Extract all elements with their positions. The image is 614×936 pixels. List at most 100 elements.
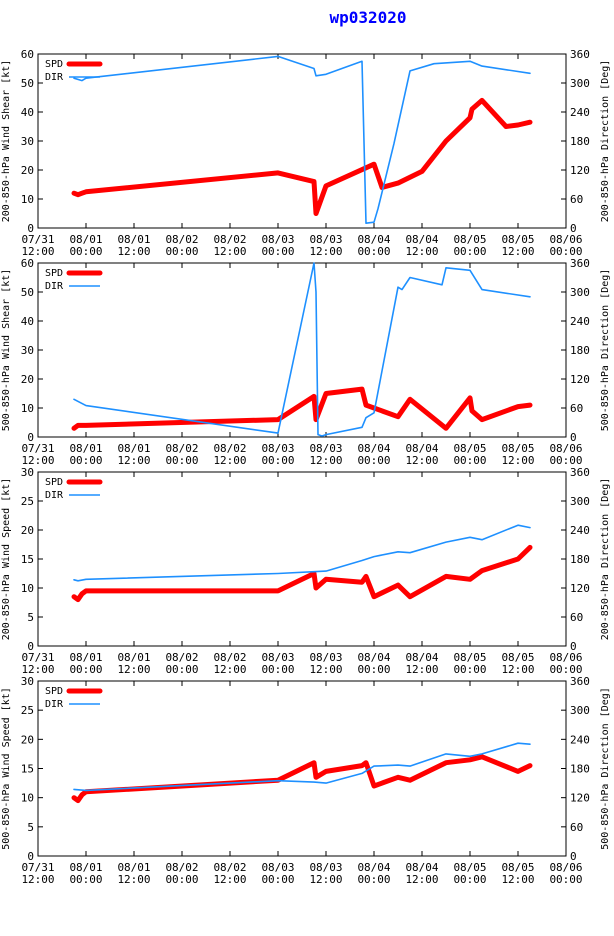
y-right-axis-label: 200-850-hPa Direction [Deg] [600, 60, 611, 223]
x-tick-label-date: 08/05 [453, 651, 486, 664]
x-tick-label-date: 08/03 [309, 442, 342, 455]
x-tick-label-time: 00:00 [549, 873, 582, 886]
spd-series-line [71, 97, 533, 216]
x-tick-label-date: 08/05 [501, 861, 534, 874]
x-tick-label-date: 08/04 [405, 233, 438, 246]
x-tick-label-time: 12:00 [405, 873, 438, 886]
spd-series-line [71, 754, 533, 804]
x-tick-label-date: 08/01 [69, 442, 102, 455]
x-tick-label-date: 08/06 [549, 442, 582, 455]
x-tick-label-time: 12:00 [117, 663, 150, 676]
x-tick-label-date: 08/03 [309, 651, 342, 664]
y-left-axis-label: 500-850-hPa Wind Shear [kt] [1, 269, 12, 432]
x-tick-label-time: 00:00 [69, 873, 102, 886]
x-tick-label-time: 12:00 [309, 245, 342, 258]
y-left-tick-label: 0 [27, 431, 34, 444]
y-left-axis-label: 200-850-hPa Wind Speed [kt] [1, 478, 12, 641]
y-left-tick-label: 30 [21, 344, 34, 357]
dir-series-line [73, 55, 531, 224]
x-tick-label-date: 08/04 [405, 442, 438, 455]
y-right-tick-label: 180 [570, 553, 590, 566]
y-left-tick-label: 20 [21, 373, 34, 386]
spd-series-line [71, 544, 533, 603]
x-tick-label-time: 00:00 [357, 454, 390, 467]
x-tick-label-date: 08/06 [549, 651, 582, 664]
y-right-tick-label: 120 [570, 164, 590, 177]
x-tick-label-time: 00:00 [165, 663, 198, 676]
x-tick-label-date: 08/03 [261, 861, 294, 874]
y-right-tick-label: 360 [570, 675, 590, 688]
x-tick-label-time: 00:00 [69, 245, 102, 258]
y-right-tick-label: 0 [570, 222, 577, 235]
y-left-tick-label: 15 [21, 553, 34, 566]
x-tick-label-date: 08/02 [165, 651, 198, 664]
x-tick-label-time: 12:00 [405, 663, 438, 676]
x-tick-label-date: 08/01 [69, 861, 102, 874]
legend-dir-label: DIR [45, 281, 64, 292]
x-tick-label-time: 00:00 [453, 663, 486, 676]
x-tick-label-time: 00:00 [165, 454, 198, 467]
x-tick-label-time: 00:00 [357, 873, 390, 886]
y-left-tick-label: 30 [21, 675, 34, 688]
y-left-axis-label: 500-850-hPa Wind Speed [kt] [1, 687, 12, 850]
y-right-tick-label: 120 [570, 792, 590, 805]
x-tick-label-date: 07/31 [21, 233, 54, 246]
y-left-tick-label: 5 [27, 611, 34, 624]
x-tick-label-time: 12:00 [405, 454, 438, 467]
y-right-axis-label: 200-850-hPa Direction [Deg] [600, 478, 611, 641]
legend-dir-label: DIR [45, 490, 64, 501]
y-right-tick-label: 0 [570, 431, 577, 444]
y-right-tick-label: 0 [570, 640, 577, 653]
x-tick-label-time: 00:00 [549, 663, 582, 676]
x-tick-label-time: 12:00 [21, 454, 54, 467]
x-tick-label-date: 08/04 [357, 651, 390, 664]
x-tick-label-time: 12:00 [213, 663, 246, 676]
y-right-tick-label: 240 [570, 315, 590, 328]
y-left-tick-label: 20 [21, 524, 34, 537]
x-tick-label-time: 00:00 [261, 873, 294, 886]
y-left-tick-label: 25 [21, 495, 34, 508]
y-left-tick-label: 0 [27, 640, 34, 653]
y-right-tick-label: 360 [570, 48, 590, 61]
y-right-tick-label: 60 [570, 193, 583, 206]
chart-panel-3: 05101520253006012018024030036007/3112:00… [1, 466, 611, 676]
y-right-tick-label: 360 [570, 257, 590, 270]
y-right-tick-label: 300 [570, 77, 590, 90]
x-tick-label-time: 00:00 [165, 873, 198, 886]
y-right-axis-label: 500-850-hPa Direction [Deg] [600, 687, 611, 850]
y-left-tick-label: 50 [21, 77, 34, 90]
legend-dir-label: DIR [45, 699, 64, 710]
x-tick-label-time: 00:00 [453, 245, 486, 258]
x-tick-label-time: 00:00 [549, 245, 582, 258]
plot-frame [37, 262, 567, 438]
x-tick-label-date: 08/06 [549, 861, 582, 874]
x-tick-label-time: 12:00 [309, 454, 342, 467]
x-tick-label-time: 12:00 [213, 454, 246, 467]
y-left-tick-label: 0 [27, 850, 34, 863]
x-tick-label-date: 08/02 [165, 233, 198, 246]
legend-spd-label: SPD [45, 59, 63, 70]
x-tick-label-date: 08/01 [117, 442, 150, 455]
y-right-tick-label: 360 [570, 466, 590, 479]
dir-series-line [73, 742, 531, 792]
y-left-tick-label: 10 [21, 193, 34, 206]
x-tick-label-date: 08/05 [453, 442, 486, 455]
x-tick-label-time: 00:00 [69, 663, 102, 676]
y-right-tick-label: 120 [570, 582, 590, 595]
x-tick-label-time: 12:00 [405, 245, 438, 258]
y-right-tick-label: 180 [570, 763, 590, 776]
x-tick-label-time: 12:00 [21, 873, 54, 886]
spd-series-line [71, 386, 533, 431]
y-right-tick-label: 300 [570, 704, 590, 717]
chart-panel-4: 05101520253006012018024030036007/3112:00… [1, 675, 611, 886]
y-left-tick-label: 50 [21, 286, 34, 299]
y-left-tick-label: 60 [21, 48, 34, 61]
y-right-axis-label: 500-850-hPa Direction [Deg] [600, 269, 611, 432]
x-tick-label-time: 00:00 [453, 454, 486, 467]
dir-series-line [73, 524, 531, 582]
x-tick-label-time: 12:00 [117, 454, 150, 467]
y-right-tick-label: 180 [570, 344, 590, 357]
y-right-tick-label: 0 [570, 850, 577, 863]
chart-panel-2: 010203040506006012018024030036007/3112:0… [1, 257, 611, 467]
